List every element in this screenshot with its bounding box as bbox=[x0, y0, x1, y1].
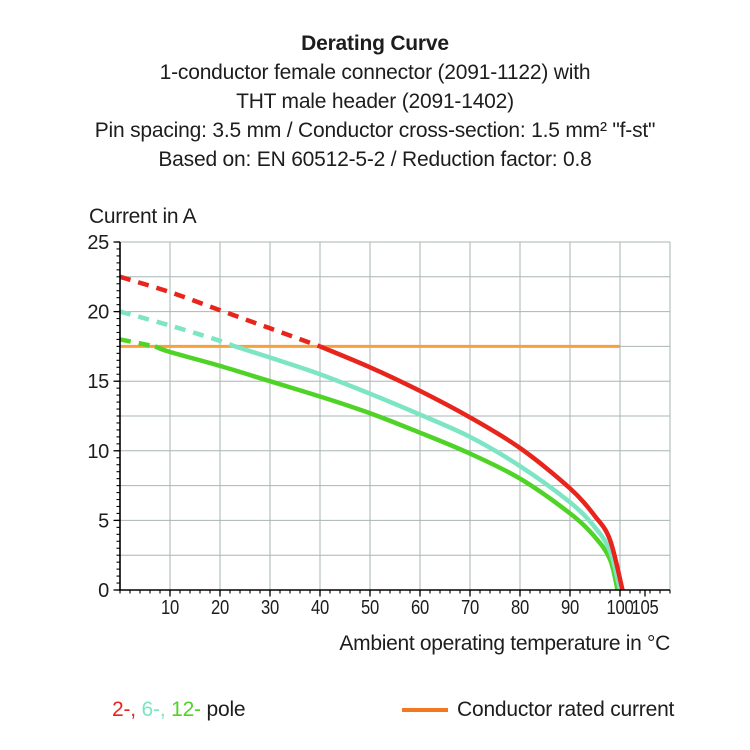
pole-legend: 2-, 6-, 12- pole bbox=[112, 698, 246, 722]
pole-legend-part: 12- bbox=[171, 698, 207, 721]
chart-title: Derating Curve bbox=[301, 32, 449, 55]
pole-legend-part: 6-, bbox=[141, 698, 172, 721]
curve-6-pole-dashed bbox=[119, 309, 236, 349]
rated-current-line-swatch bbox=[402, 708, 448, 712]
x-axis-title: Ambient operating temperature in °C bbox=[339, 632, 670, 655]
y-tick-label: 15 bbox=[87, 371, 109, 393]
x-tick-label: 40 bbox=[311, 597, 329, 619]
x-tick-label: 100 bbox=[607, 597, 634, 619]
pole-legend-part: 2-, bbox=[112, 698, 142, 721]
chart-subtitle-line-2: THT male header (2091-1402) bbox=[236, 90, 514, 113]
y-tick-label: 25 bbox=[87, 232, 109, 254]
x-tick-label: 105 bbox=[632, 597, 659, 619]
rated-current-legend: Conductor rated current bbox=[402, 698, 674, 722]
rated-current-label: Conductor rated current bbox=[457, 698, 675, 721]
x-tick-label: 10 bbox=[161, 597, 179, 619]
x-tick-label: 30 bbox=[261, 597, 279, 619]
x-tick-label: 90 bbox=[561, 597, 579, 619]
y-tick-label: 20 bbox=[87, 302, 109, 324]
x-tick-label: 50 bbox=[361, 597, 379, 619]
curve-12-pole-solid bbox=[154, 344, 620, 591]
x-tick-label: 60 bbox=[411, 597, 429, 619]
curve-2-pole-solid bbox=[319, 344, 625, 591]
derating-chart: Current in A Ambient operating temperatu… bbox=[87, 205, 671, 655]
x-tick-label: 20 bbox=[211, 597, 229, 619]
chart-header: Derating Curve 1-conductor female connec… bbox=[0, 29, 750, 174]
curve-12-pole-dashed bbox=[119, 337, 156, 349]
curve-2-pole-dashed bbox=[119, 274, 321, 349]
y-tick-label: 0 bbox=[98, 580, 109, 602]
y-tick-label: 10 bbox=[87, 441, 109, 463]
chart-subtitle-line-1: 1-conductor female connector (2091-1122)… bbox=[159, 61, 591, 84]
chart-subtitle-line-4: Based on: EN 60512-5-2 / Reduction facto… bbox=[158, 148, 592, 171]
y-tick-label: 5 bbox=[98, 510, 109, 532]
x-tick-label: 80 bbox=[511, 597, 529, 619]
pole-legend-part: pole bbox=[206, 698, 246, 721]
curve-6-pole-solid bbox=[234, 344, 623, 591]
chart-subtitle-line-3: Pin spacing: 3.5 mm / Conductor cross-se… bbox=[94, 119, 656, 142]
x-tick-label: 70 bbox=[461, 597, 479, 619]
y-axis-title: Current in A bbox=[89, 205, 197, 228]
